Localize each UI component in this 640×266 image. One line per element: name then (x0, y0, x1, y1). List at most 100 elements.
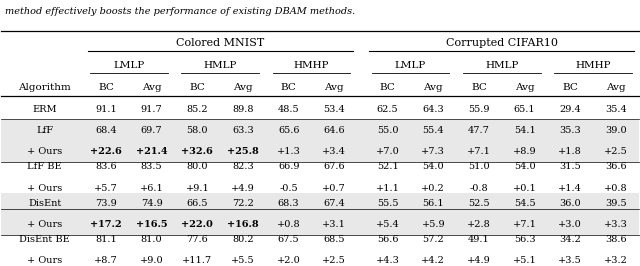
Text: Avg: Avg (424, 83, 443, 92)
Text: BC: BC (281, 83, 296, 92)
FancyBboxPatch shape (1, 120, 639, 162)
Text: +16.5: +16.5 (136, 220, 168, 229)
Text: 64.6: 64.6 (323, 126, 345, 135)
Text: BC: BC (471, 83, 487, 92)
Text: 62.5: 62.5 (377, 105, 399, 114)
Text: +0.1: +0.1 (513, 184, 536, 193)
Text: +1.4: +1.4 (558, 184, 582, 193)
Text: HMLP: HMLP (204, 61, 237, 70)
Text: + Ours: + Ours (27, 184, 63, 193)
Text: LfF: LfF (36, 126, 53, 135)
FancyBboxPatch shape (1, 193, 639, 235)
Text: 80.2: 80.2 (232, 235, 254, 244)
Text: BC: BC (380, 83, 396, 92)
Text: 74.9: 74.9 (141, 199, 163, 208)
Text: HMLP: HMLP (485, 61, 518, 70)
Text: +7.0: +7.0 (376, 147, 399, 156)
Text: +3.0: +3.0 (558, 220, 582, 229)
Text: +16.8: +16.8 (227, 220, 259, 229)
Text: 72.2: 72.2 (232, 199, 254, 208)
Text: Corrupted CIFAR10: Corrupted CIFAR10 (445, 38, 558, 48)
Text: +17.2: +17.2 (90, 220, 122, 229)
Text: +5.5: +5.5 (231, 256, 255, 265)
Text: 83.6: 83.6 (95, 162, 117, 171)
Text: +1.3: +1.3 (276, 147, 301, 156)
Text: +2.8: +2.8 (467, 220, 491, 229)
Text: BC: BC (563, 83, 578, 92)
Text: 68.3: 68.3 (278, 199, 300, 208)
Text: +5.1: +5.1 (513, 256, 536, 265)
Text: Avg: Avg (233, 83, 253, 92)
Text: +9.1: +9.1 (186, 184, 209, 193)
Text: +9.0: +9.0 (140, 256, 163, 265)
Text: 89.8: 89.8 (232, 105, 253, 114)
Text: 49.1: 49.1 (468, 235, 490, 244)
Text: 58.0: 58.0 (187, 126, 208, 135)
Text: 67.4: 67.4 (323, 199, 345, 208)
Text: 80.0: 80.0 (187, 162, 208, 171)
Text: 65.6: 65.6 (278, 126, 300, 135)
Text: + Ours: + Ours (27, 147, 63, 156)
Text: 55.9: 55.9 (468, 105, 490, 114)
Text: 91.7: 91.7 (141, 105, 163, 114)
Text: HMHP: HMHP (294, 61, 329, 70)
Text: +0.7: +0.7 (323, 184, 346, 193)
Text: Colored MNIST: Colored MNIST (176, 38, 264, 48)
Text: 68.5: 68.5 (324, 235, 345, 244)
Text: +5.7: +5.7 (94, 184, 118, 193)
Text: +0.8: +0.8 (277, 220, 300, 229)
Text: 52.1: 52.1 (377, 162, 399, 171)
Text: Algorithm: Algorithm (19, 83, 71, 92)
Text: +22.0: +22.0 (181, 220, 213, 229)
Text: DisEnt: DisEnt (28, 199, 61, 208)
Text: 83.5: 83.5 (141, 162, 163, 171)
Text: +4.3: +4.3 (376, 256, 399, 265)
Text: 66.9: 66.9 (278, 162, 300, 171)
Text: 36.6: 36.6 (605, 162, 627, 171)
Text: 68.4: 68.4 (95, 126, 117, 135)
Text: 73.9: 73.9 (95, 199, 117, 208)
Text: +4.9: +4.9 (231, 184, 255, 193)
Text: -0.8: -0.8 (470, 184, 488, 193)
Text: 54.0: 54.0 (514, 162, 536, 171)
Text: +2.0: +2.0 (276, 256, 301, 265)
Text: Avg: Avg (515, 83, 534, 92)
Text: +3.5: +3.5 (558, 256, 582, 265)
Text: Avg: Avg (324, 83, 344, 92)
Text: 54.0: 54.0 (422, 162, 444, 171)
Text: 55.0: 55.0 (377, 126, 398, 135)
Text: +5.4: +5.4 (376, 220, 399, 229)
Text: 54.5: 54.5 (514, 199, 536, 208)
Text: 35.3: 35.3 (559, 126, 581, 135)
Text: Avg: Avg (606, 83, 626, 92)
Text: 69.7: 69.7 (141, 126, 163, 135)
Text: 77.6: 77.6 (186, 235, 208, 244)
Text: 56.1: 56.1 (422, 199, 444, 208)
Text: 48.5: 48.5 (278, 105, 300, 114)
Text: BC: BC (98, 83, 114, 92)
Text: +8.7: +8.7 (94, 256, 118, 265)
Text: ERM: ERM (33, 105, 57, 114)
Text: 81.0: 81.0 (141, 235, 163, 244)
Text: +3.3: +3.3 (604, 220, 628, 229)
Text: 29.4: 29.4 (559, 105, 581, 114)
Text: 39.0: 39.0 (605, 126, 627, 135)
Text: +2.5: +2.5 (604, 147, 628, 156)
Text: 66.5: 66.5 (187, 199, 208, 208)
Text: DisEnt BE: DisEnt BE (19, 235, 70, 244)
Text: +6.1: +6.1 (140, 184, 164, 193)
Text: 35.4: 35.4 (605, 105, 627, 114)
Text: 53.4: 53.4 (323, 105, 345, 114)
Text: +5.9: +5.9 (422, 220, 445, 229)
Text: +1.8: +1.8 (558, 147, 582, 156)
Text: +2.5: +2.5 (323, 256, 346, 265)
Text: 39.5: 39.5 (605, 199, 627, 208)
Text: +32.6: +32.6 (182, 147, 213, 156)
Text: +11.7: +11.7 (182, 256, 212, 265)
Text: +4.2: +4.2 (421, 256, 445, 265)
Text: 63.3: 63.3 (232, 126, 254, 135)
Text: Avg: Avg (142, 83, 161, 92)
Text: +7.1: +7.1 (467, 147, 491, 156)
Text: 55.5: 55.5 (377, 199, 398, 208)
Text: BC: BC (189, 83, 205, 92)
